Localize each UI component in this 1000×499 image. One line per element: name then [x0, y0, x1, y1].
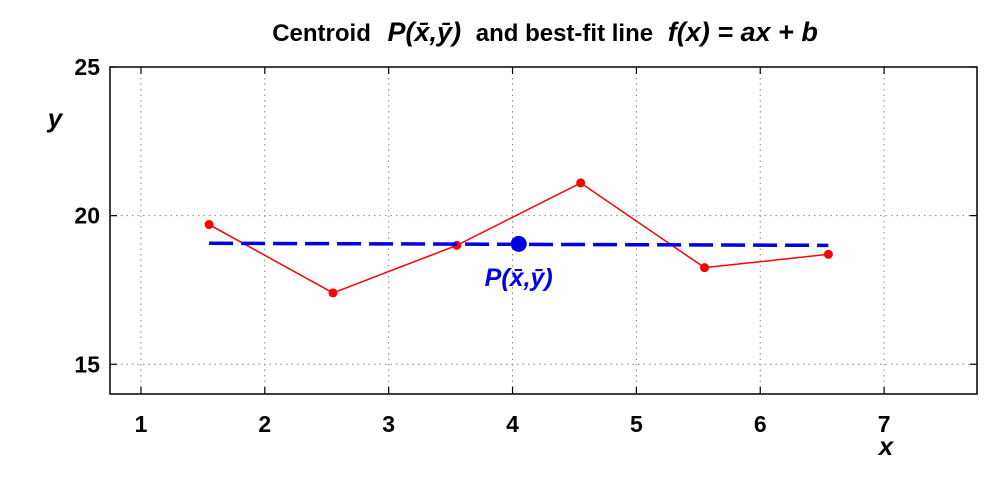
chart-title: Centroid P(x̄,ȳ) and best-fit line f(x) … — [272, 17, 818, 47]
centroid-point — [510, 235, 527, 252]
x-axis-label: x — [877, 431, 895, 461]
title-prefix: Centroid — [272, 20, 371, 47]
plot-area — [109, 66, 978, 395]
x-tick-label: 7 — [878, 411, 891, 437]
x-tick-label: 4 — [506, 411, 519, 437]
x-tick-label: 2 — [258, 411, 271, 437]
x-tick-labels: 1 2 3 4 5 6 7 — [135, 411, 891, 437]
x-tick-label: 6 — [754, 411, 767, 437]
y-tick-label: 25 — [74, 54, 100, 80]
title-middle: and best-fit line — [476, 20, 653, 47]
title-equation: f(x) = ax + b — [668, 17, 818, 47]
y-tick-labels: 15 20 25 — [74, 54, 100, 377]
y-axis-label: y — [46, 103, 64, 133]
x-tick-label: 5 — [630, 411, 643, 437]
data-point — [328, 288, 338, 298]
centroid-label: P(x̄,ȳ) — [485, 264, 553, 292]
data-point — [576, 178, 586, 188]
x-tick-label: 1 — [135, 411, 148, 437]
y-tick-label: 15 — [74, 351, 100, 377]
axis-ticks — [110, 66, 977, 394]
data-series-line — [208, 182, 829, 294]
centroid: P(x̄,ȳ) — [485, 235, 553, 292]
data-point — [204, 220, 214, 230]
data-point — [823, 249, 833, 259]
x-tick-label: 3 — [382, 411, 395, 437]
data-point — [700, 263, 710, 273]
y-tick-label: 20 — [74, 203, 100, 229]
title-centroid-symbol: P(x̄,ȳ) — [388, 17, 462, 47]
